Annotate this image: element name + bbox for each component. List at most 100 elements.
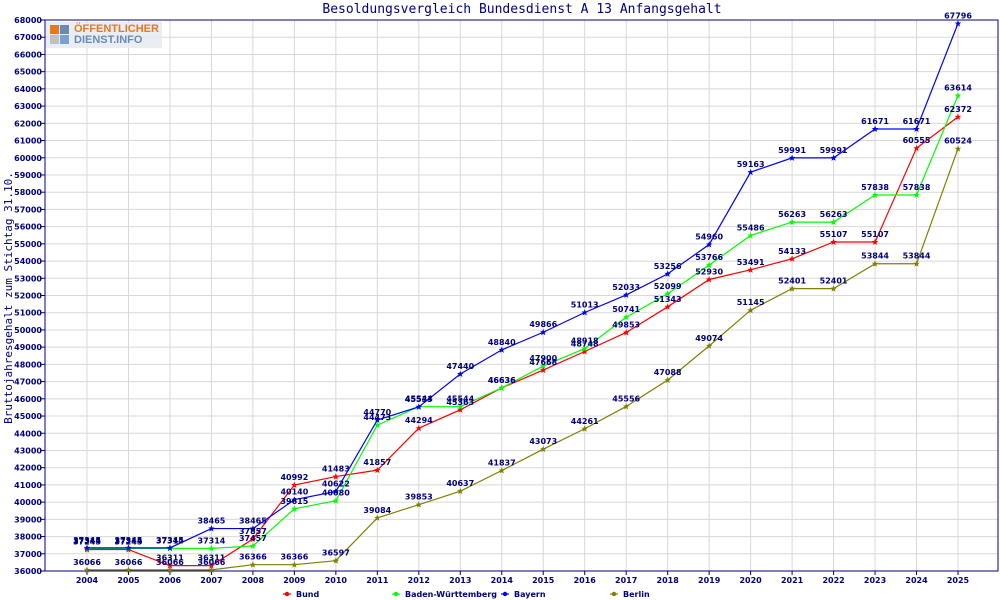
data-label: 54133 <box>778 247 806 256</box>
data-label: 37245 <box>115 538 143 547</box>
data-label: 45544 <box>446 395 474 404</box>
y-tick-label: 59000 <box>14 171 42 180</box>
data-label: 47440 <box>446 362 474 371</box>
data-label: 55107 <box>861 230 889 239</box>
data-label: 49074 <box>695 334 723 343</box>
data-point <box>166 562 174 569</box>
data-point <box>830 218 837 226</box>
legend-marker <box>611 591 617 597</box>
data-label: 41483 <box>322 465 350 474</box>
data-point <box>622 313 630 321</box>
data-point <box>540 366 547 374</box>
data-label: 52930 <box>695 267 723 276</box>
data-label: 54960 <box>695 233 723 242</box>
data-point <box>830 154 837 161</box>
data-point <box>705 342 713 349</box>
data-label: 60555 <box>903 136 931 145</box>
data-point <box>457 487 464 495</box>
y-tick-label: 61000 <box>14 137 42 146</box>
data-point <box>83 566 91 573</box>
y-tick-label: 39000 <box>14 515 42 524</box>
data-label: 50741 <box>612 305 640 314</box>
data-point <box>622 403 630 410</box>
data-point <box>581 348 588 355</box>
data-label: 37314 <box>156 536 184 545</box>
data-label: 37345 <box>73 536 101 545</box>
data-point <box>291 561 298 568</box>
data-point <box>747 266 754 273</box>
data-point <box>498 346 505 353</box>
data-label: 63614 <box>944 84 972 93</box>
data-label: 46636 <box>488 376 516 385</box>
data-point <box>249 561 257 568</box>
data-label: 56263 <box>820 210 848 219</box>
data-point <box>332 497 340 504</box>
logo-text: ÖFFENTLICHER DIENST.INFO <box>74 24 159 46</box>
data-label: 45363 <box>446 398 474 407</box>
data-point <box>540 362 547 370</box>
series-group <box>83 20 962 573</box>
data-point <box>954 113 962 120</box>
data-point <box>830 238 837 246</box>
data-point <box>913 125 920 132</box>
data-point <box>457 406 464 413</box>
y-tick-label: 57000 <box>14 205 42 214</box>
data-label: 40622 <box>322 479 350 488</box>
y-tick-label: 55000 <box>14 240 42 249</box>
axes <box>41 19 999 575</box>
data-label: 53844 <box>861 252 889 261</box>
x-tick-label: 2014 <box>491 576 514 585</box>
data-labels: 37245 37245 36311 36311 37857 40992 41483 41857… <box>73 12 972 567</box>
data-label: 53256 <box>654 262 682 271</box>
data-point <box>249 542 257 549</box>
data-label: 53766 <box>695 253 723 262</box>
data-label: 52401 <box>820 277 848 286</box>
data-point <box>788 218 796 226</box>
y-tick-label: 49000 <box>14 343 42 352</box>
x-tick-label: 2016 <box>574 576 597 585</box>
x-tick-label: 2019 <box>698 576 721 585</box>
data-label: 52401 <box>778 277 806 286</box>
data-label: 51145 <box>737 298 765 307</box>
legend: Bund Baden-Württemberg Bayern Berlin <box>283 590 650 599</box>
data-label: 45533 <box>405 395 433 404</box>
y-tick-label: 36000 <box>14 567 42 576</box>
data-point <box>871 125 879 132</box>
x-tick-label: 2007 <box>200 576 222 585</box>
data-point <box>705 261 713 269</box>
data-point <box>540 329 547 336</box>
data-label: 37314 <box>73 536 101 545</box>
x-tick-label: 2023 <box>864 576 886 585</box>
data-label: 37314 <box>198 536 226 545</box>
x-tick-label: 2011 <box>366 576 389 585</box>
data-point <box>332 488 340 495</box>
y-tick-labels: 36000 37000 38000 39000 40000 41000 42000 43000… <box>14 16 42 576</box>
x-tick-label: 2020 <box>739 576 762 585</box>
y-tick-label: 44000 <box>14 429 42 438</box>
data-point <box>208 566 215 573</box>
y-tick-label: 64000 <box>14 85 42 94</box>
data-point <box>166 544 174 551</box>
data-point <box>830 285 837 292</box>
x-tick-label: 2024 <box>905 576 928 585</box>
data-point <box>788 154 796 161</box>
data-label: 61671 <box>861 117 889 126</box>
logo-line-2: DIENST.INFO <box>74 34 143 46</box>
data-point <box>705 276 713 283</box>
data-point <box>415 501 423 508</box>
y-tick-label: 41000 <box>14 481 42 490</box>
data-label: 41837 <box>488 458 516 467</box>
data-label: 46636 <box>488 376 516 385</box>
data-label: 38465 <box>198 517 226 526</box>
data-point <box>208 525 215 532</box>
data-label: 41857 <box>363 458 391 467</box>
data-label: 36066 <box>198 558 226 567</box>
x-tick-label: 2018 <box>657 576 680 585</box>
data-point <box>125 566 132 573</box>
data-point <box>498 467 505 474</box>
y-axis-label: Bruttojahresgehalt zum Stichtag 31.10. <box>2 172 15 424</box>
legend-label: Berlin <box>623 590 650 599</box>
x-tick-label: 2009 <box>283 576 306 585</box>
x-tick-label: 2025 <box>947 576 970 585</box>
legend-marker <box>284 591 290 597</box>
